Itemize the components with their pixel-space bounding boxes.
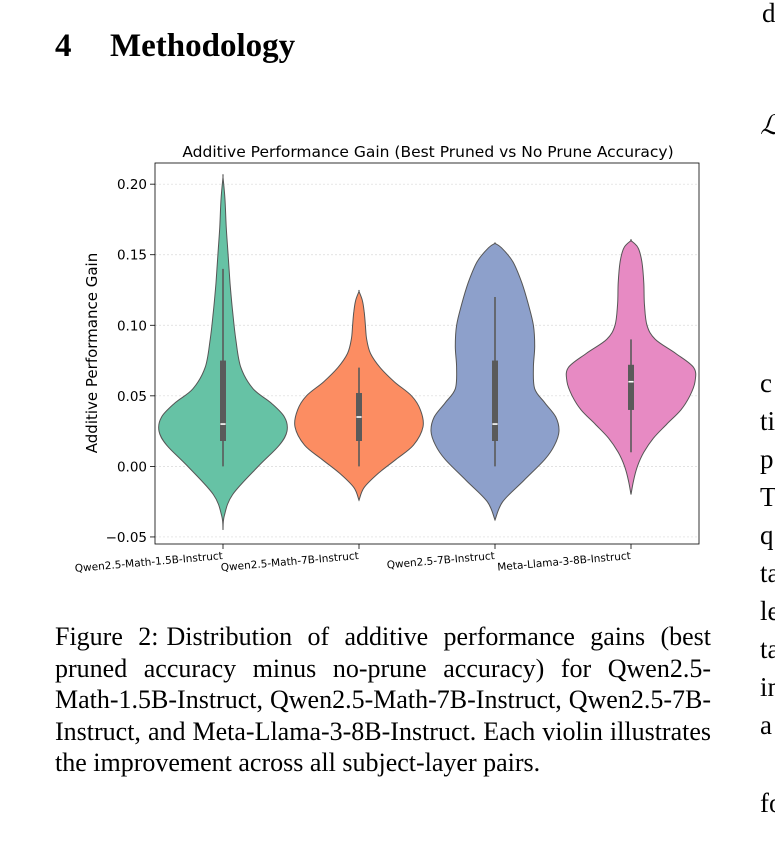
right-column-fragment: p <box>760 444 774 474</box>
chart-title: Additive Performance Gain (Best Pruned v… <box>182 143 673 161</box>
y-tick-label: 0.20 <box>117 177 147 193</box>
right-column-fragment: le <box>760 596 775 626</box>
right-column-fragment: c <box>760 368 772 398</box>
plot-frame <box>154 162 700 545</box>
section-title: Methodology <box>110 28 296 64</box>
right-column-fragment: ta <box>760 634 775 664</box>
x-tick-label: Qwen2.5-7B-Instruct <box>386 550 495 571</box>
x-tick-label: Qwen2.5-Math-7B-Instruct <box>220 550 359 574</box>
y-tick-label: 0.05 <box>117 389 147 405</box>
y-tick-label: 0.00 <box>117 459 147 475</box>
y-axis-label: Additive Performance Gain <box>83 253 101 453</box>
figure-caption: Figure 2: Distribution of additive perfor… <box>55 621 711 779</box>
right-column-fragment: ti <box>760 406 775 436</box>
x-tick-label: Qwen2.5-Math-1.5B-Instruct <box>74 550 223 575</box>
y-axis: −0.05 0.00 0.05 0.10 0.15 0.20 <box>106 177 155 546</box>
x-tick-label: Meta-Llama-3-8B-Instruct <box>497 550 631 574</box>
right-column-fragment: in <box>760 672 775 702</box>
caption-text: Distribution of additive performance gai… <box>55 622 711 777</box>
section-number: 4 <box>55 28 72 64</box>
violin-iqr-box <box>220 360 226 441</box>
right-column-fragment: a <box>760 710 772 740</box>
right-column-fragment: fo <box>760 788 775 818</box>
right-column-fragment: q <box>760 520 774 550</box>
section-heading: 4 Methodology <box>55 28 295 65</box>
right-column-fragment: d <box>762 0 775 28</box>
x-axis: Qwen2.5-Math-1.5B-InstructQwen2.5-Math-7… <box>74 544 632 575</box>
violin-iqr-box <box>628 364 634 410</box>
violins <box>158 173 697 530</box>
right-column-fragment: T <box>760 482 775 512</box>
right-column-fragment: ℒ <box>760 112 775 139</box>
right-column-fragment: ta <box>760 558 775 588</box>
y-tick-label: −0.05 <box>106 530 147 546</box>
caption-label: Figure 2: <box>55 622 159 651</box>
y-tick-label: 0.15 <box>117 248 147 264</box>
y-tick-label: 0.10 <box>117 318 147 334</box>
violin-iqr-box <box>492 360 498 441</box>
violin-chart: Additive Performance Gain (Best Pruned v… <box>74 143 700 575</box>
